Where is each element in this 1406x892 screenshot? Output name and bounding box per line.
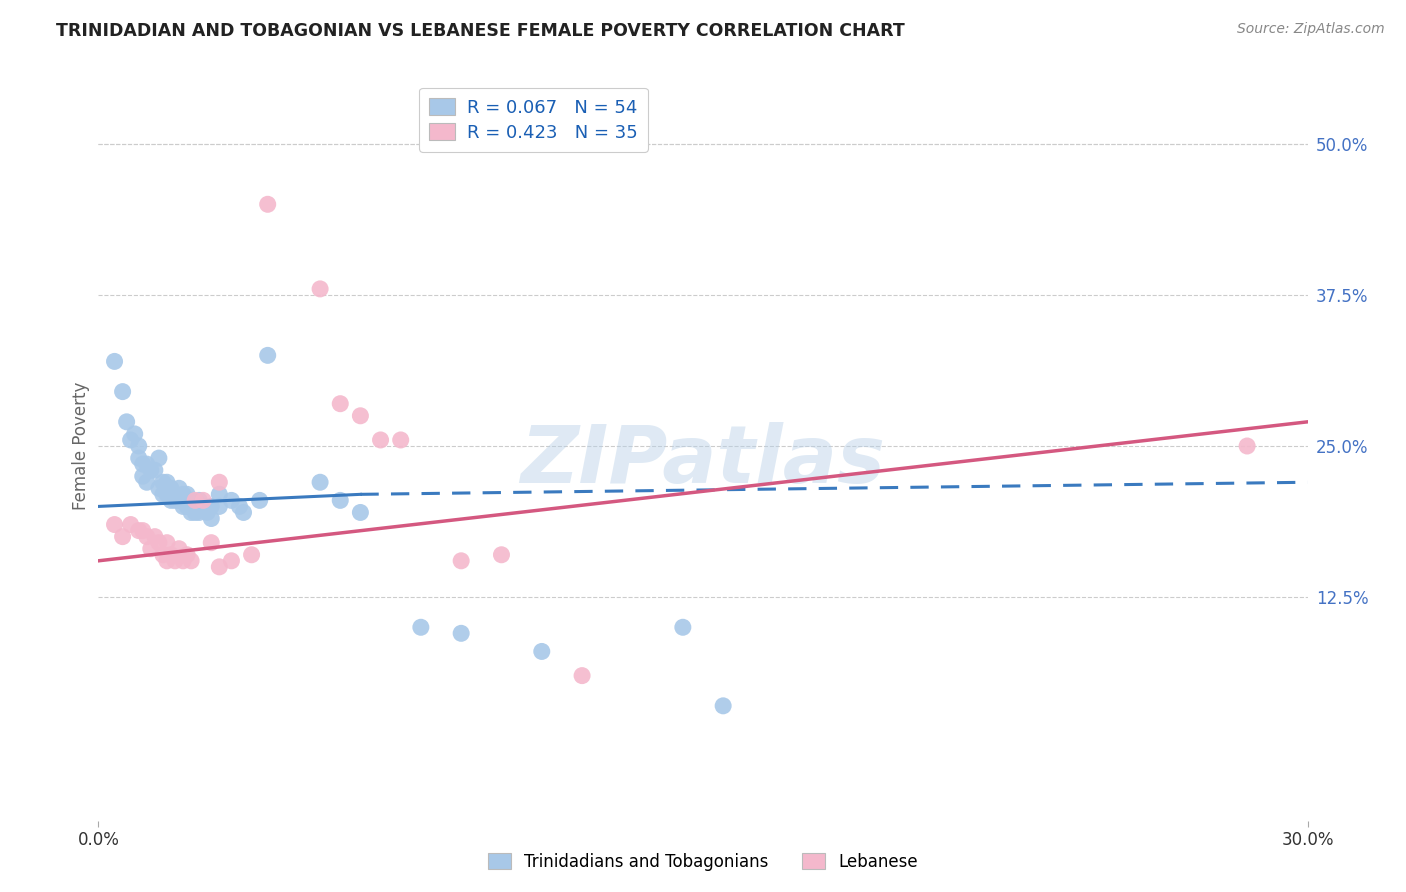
Point — [167, 481, 190, 495]
Point — [389, 433, 412, 447]
Point — [208, 475, 231, 490]
Point — [135, 530, 157, 544]
Point — [309, 475, 332, 490]
Point — [156, 475, 179, 490]
Point — [167, 541, 190, 556]
Point — [208, 500, 231, 514]
Point — [139, 541, 162, 556]
Point — [232, 506, 254, 520]
Point — [180, 554, 202, 568]
Point — [188, 506, 211, 520]
Point — [256, 348, 278, 362]
Point — [221, 493, 243, 508]
Point — [163, 493, 186, 508]
Point — [200, 511, 222, 525]
Point — [135, 457, 157, 471]
Legend: Trinidadians and Tobagonians, Lebanese: Trinidadians and Tobagonians, Lebanese — [479, 845, 927, 880]
Text: Source: ZipAtlas.com: Source: ZipAtlas.com — [1237, 22, 1385, 37]
Point — [152, 475, 174, 490]
Point — [370, 433, 392, 447]
Point — [124, 426, 146, 441]
Point — [450, 626, 472, 640]
Point — [249, 493, 271, 508]
Point — [195, 506, 218, 520]
Point — [143, 530, 166, 544]
Point — [156, 487, 179, 501]
Point — [167, 493, 190, 508]
Point — [163, 554, 186, 568]
Point — [491, 548, 513, 562]
Point — [221, 554, 243, 568]
Point — [208, 559, 231, 574]
Point — [139, 463, 162, 477]
Point — [184, 506, 207, 520]
Point — [208, 487, 231, 501]
Point — [349, 506, 371, 520]
Point — [409, 620, 432, 634]
Point — [1236, 439, 1258, 453]
Point — [120, 433, 142, 447]
Point — [200, 500, 222, 514]
Point — [160, 548, 183, 562]
Point — [711, 698, 734, 713]
Point — [132, 524, 155, 538]
Point — [172, 554, 194, 568]
Point — [156, 535, 179, 549]
Point — [148, 481, 170, 495]
Point — [176, 548, 198, 562]
Point — [163, 487, 186, 501]
Text: TRINIDADIAN AND TOBAGONIAN VS LEBANESE FEMALE POVERTY CORRELATION CHART: TRINIDADIAN AND TOBAGONIAN VS LEBANESE F… — [56, 22, 905, 40]
Y-axis label: Female Poverty: Female Poverty — [72, 382, 90, 510]
Point — [349, 409, 371, 423]
Point — [148, 535, 170, 549]
Point — [180, 493, 202, 508]
Point — [180, 506, 202, 520]
Point — [111, 384, 134, 399]
Point — [228, 500, 250, 514]
Point — [329, 493, 352, 508]
Point — [571, 668, 593, 682]
Point — [156, 554, 179, 568]
Point — [200, 535, 222, 549]
Point — [143, 463, 166, 477]
Point — [188, 493, 211, 508]
Point — [160, 481, 183, 495]
Legend: R = 0.067   N = 54, R = 0.423   N = 35: R = 0.067 N = 54, R = 0.423 N = 35 — [419, 88, 648, 152]
Point — [160, 493, 183, 508]
Point — [103, 517, 125, 532]
Point — [193, 500, 215, 514]
Point — [450, 554, 472, 568]
Point — [530, 644, 553, 658]
Point — [309, 282, 332, 296]
Point — [152, 487, 174, 501]
Point — [132, 457, 155, 471]
Point — [672, 620, 695, 634]
Point — [111, 530, 134, 544]
Point — [172, 500, 194, 514]
Point — [115, 415, 138, 429]
Point — [132, 469, 155, 483]
Point — [176, 500, 198, 514]
Point — [128, 451, 150, 466]
Point — [120, 517, 142, 532]
Point — [329, 397, 352, 411]
Point — [103, 354, 125, 368]
Point — [184, 500, 207, 514]
Text: ZIPatlas: ZIPatlas — [520, 422, 886, 500]
Point — [128, 439, 150, 453]
Point — [152, 548, 174, 562]
Point — [128, 524, 150, 538]
Point — [193, 493, 215, 508]
Point — [135, 475, 157, 490]
Point — [184, 493, 207, 508]
Point — [148, 451, 170, 466]
Point — [240, 548, 263, 562]
Point — [176, 487, 198, 501]
Point — [172, 487, 194, 501]
Point — [256, 197, 278, 211]
